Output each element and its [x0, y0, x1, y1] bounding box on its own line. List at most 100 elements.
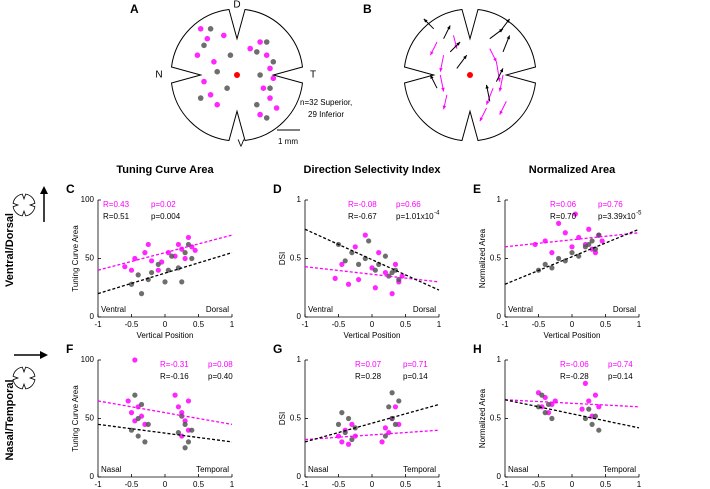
- arrowhead: [442, 105, 447, 110]
- x-tick-label: 0: [570, 320, 575, 329]
- x-tick-label: -1: [301, 320, 309, 329]
- corner-label: Dorsal: [206, 305, 229, 314]
- cell-point: [562, 230, 568, 236]
- cell-point: [185, 234, 192, 241]
- cell-point: [270, 75, 277, 82]
- cell-point: [142, 250, 148, 256]
- r-value: R=0.51: [103, 212, 130, 221]
- cell-point: [392, 421, 399, 427]
- cell-point: [145, 241, 151, 248]
- cell-point: [576, 253, 582, 259]
- y-tick-label: 0: [90, 472, 95, 481]
- arrowhead: [499, 68, 503, 73]
- p-value: p=0.66: [396, 200, 421, 209]
- fit-line: [504, 232, 640, 248]
- cell-point: [345, 415, 352, 422]
- cell-point: [197, 95, 204, 101]
- cell-point: [260, 85, 267, 91]
- arrowhead: [430, 51, 434, 56]
- y-tick-label: 1: [297, 195, 302, 204]
- cell-point: [267, 65, 273, 72]
- x-tick-label: -0.5: [332, 320, 346, 329]
- cell-point: [172, 392, 178, 398]
- cell-point: [586, 226, 592, 232]
- x-tick-label: 0: [370, 480, 375, 489]
- y-tick-label: 0.5: [490, 414, 502, 423]
- cell-point: [257, 39, 263, 45]
- cell-point: [356, 261, 362, 267]
- cell-point: [185, 439, 192, 445]
- cell-point: [128, 410, 135, 416]
- x-tick-label: -0.5: [125, 320, 139, 329]
- x-tick-label: -0.5: [332, 480, 346, 489]
- x-tick-label: -1: [301, 480, 309, 489]
- cell-point: [267, 85, 273, 91]
- panel-letter: G: [273, 342, 282, 356]
- x-tick-label: 1: [230, 480, 235, 489]
- cell-point: [592, 413, 599, 419]
- x-tick-label: -0.5: [532, 480, 546, 489]
- cell-point: [339, 261, 345, 267]
- cell-point: [335, 421, 342, 427]
- cell-point: [135, 415, 141, 422]
- panel-letter: E: [473, 182, 481, 196]
- x-tick-label: -0.5: [125, 480, 139, 489]
- cell-point: [339, 439, 345, 445]
- cell-point: [356, 276, 362, 283]
- panel-letter: D: [273, 182, 282, 196]
- corner-label: Nasal: [101, 465, 122, 474]
- y-tick-label: 100: [81, 355, 95, 364]
- p-value: p=0.74: [608, 360, 633, 369]
- r-value: R=-0.28: [560, 372, 589, 381]
- optic-disc: [467, 72, 473, 78]
- r-value: R=-0.06: [560, 360, 589, 369]
- column-title: Tuning Curve Area: [116, 164, 214, 176]
- y-tick-label: 1: [497, 195, 502, 204]
- x-axis-label: Vertical Position: [137, 331, 194, 340]
- corner-label: Dorsal: [613, 305, 636, 314]
- arrowhead: [479, 117, 484, 122]
- orientation-label: N: [155, 70, 162, 81]
- cell-point: [389, 390, 395, 396]
- fit-line: [97, 252, 233, 295]
- cell-point: [582, 415, 589, 422]
- cell-point: [182, 421, 188, 427]
- cell-point: [192, 247, 198, 253]
- x-tick-label: 0: [570, 480, 575, 489]
- p-value: p=0.76: [598, 200, 623, 209]
- cell-point: [132, 357, 138, 363]
- cell-point: [382, 433, 388, 439]
- p-value: p=1.01x10: [396, 212, 434, 221]
- cell-point: [556, 220, 562, 226]
- column-title: Normalized Area: [529, 164, 616, 176]
- note: n=32 Superior,: [300, 98, 352, 107]
- cell-point: [169, 253, 175, 259]
- p-exponent: -5: [636, 211, 642, 217]
- r-value: R=-0.08: [348, 200, 377, 209]
- cell-point: [179, 433, 185, 439]
- panel-letter: B: [363, 2, 372, 16]
- x-tick-label: 0: [370, 320, 375, 329]
- y-axis-label: DSI: [278, 412, 287, 425]
- p-value: p=0.004: [151, 212, 181, 221]
- cell-point: [175, 429, 181, 436]
- corner-label: Temporal: [196, 465, 229, 474]
- x-tick-label: 1: [637, 320, 642, 329]
- y-tick-label: 1: [297, 355, 302, 364]
- x-tick-label: 1: [230, 320, 235, 329]
- y-axis-label: Normalized Area: [478, 228, 487, 288]
- x-tick-label: 0.5: [600, 480, 612, 489]
- arrowhead: [506, 35, 510, 40]
- cell-point: [596, 427, 602, 433]
- cell-point: [227, 52, 234, 58]
- note: 29 Inferior: [308, 110, 344, 119]
- cell-point: [345, 281, 352, 287]
- y-tick-label: 0.5: [490, 254, 502, 263]
- cell-point: [207, 92, 214, 98]
- arrowhead: [441, 87, 445, 92]
- cell-point: [586, 406, 592, 412]
- arrowhead: [423, 18, 428, 23]
- x-tick-label: 0.5: [193, 320, 205, 329]
